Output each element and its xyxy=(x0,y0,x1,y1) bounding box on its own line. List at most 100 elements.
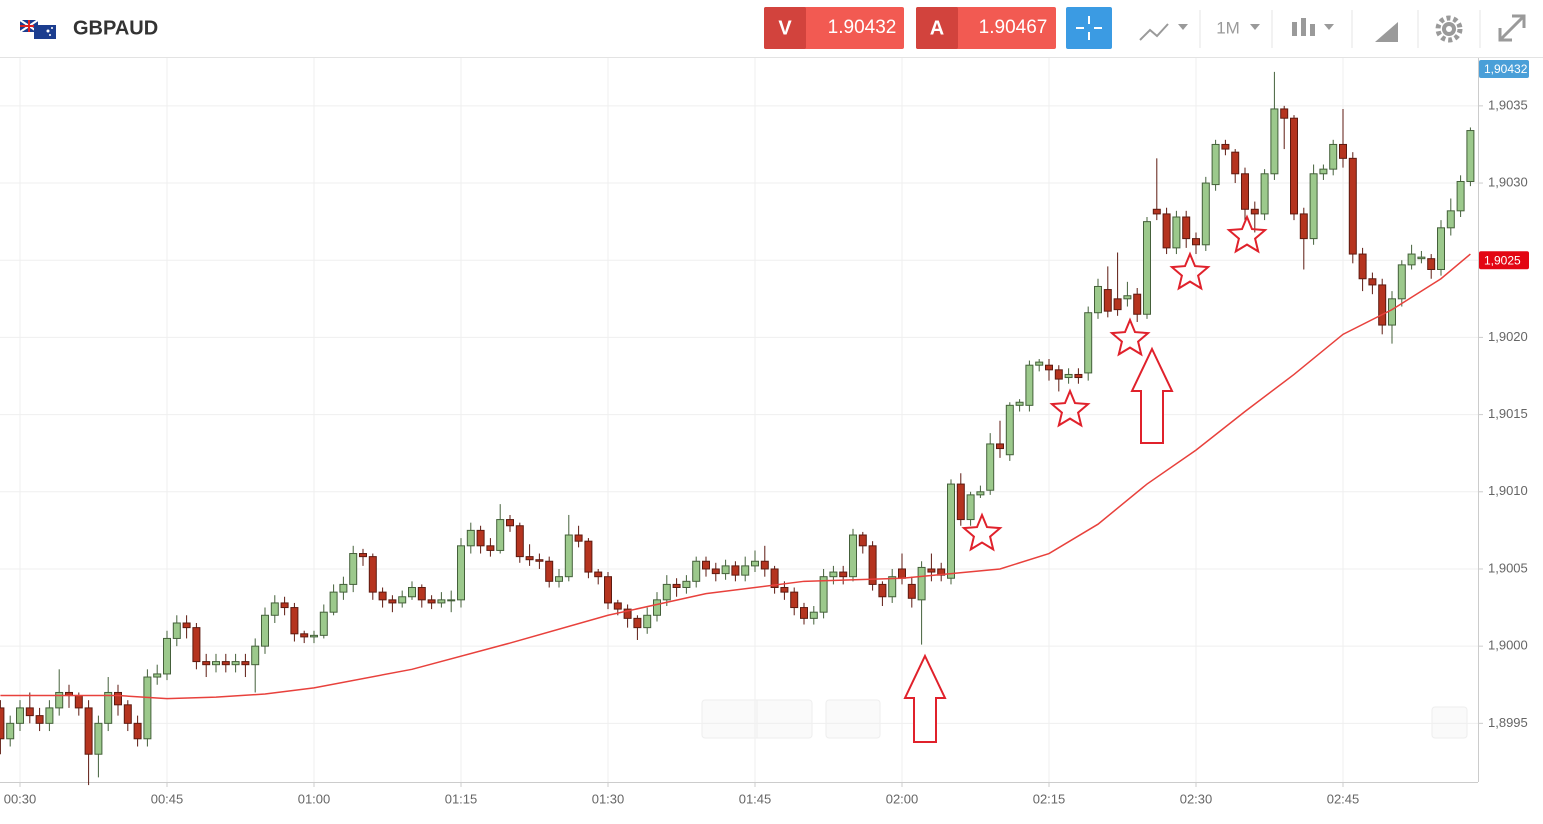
candle-body xyxy=(241,661,250,666)
candle-body xyxy=(221,661,230,666)
buy-label: A xyxy=(930,17,944,39)
sell-label: V xyxy=(778,17,792,39)
candle-body xyxy=(1231,151,1240,175)
header: GBPAUD V 1.90432 A 1.90467 xyxy=(0,0,1543,58)
candle-body xyxy=(398,596,407,604)
candle-body xyxy=(1417,256,1426,260)
drawing-icon[interactable] xyxy=(1375,22,1398,42)
candle-body xyxy=(604,576,612,604)
settings-icon[interactable] xyxy=(1435,15,1463,43)
candle-body xyxy=(45,707,54,724)
candle-body xyxy=(888,576,897,598)
y-tick-label: 1,9000 xyxy=(1488,638,1528,653)
candle-body xyxy=(359,553,367,558)
candle-body xyxy=(447,599,456,602)
candle-body xyxy=(1446,210,1455,229)
candle-body xyxy=(1250,208,1259,215)
candle-body xyxy=(1094,285,1102,314)
buy-button[interactable]: A 1.90467 xyxy=(916,7,1056,49)
buy-price: 1.90467 xyxy=(979,17,1048,38)
candle-body xyxy=(261,614,269,647)
candle-body xyxy=(182,622,191,629)
price-tag xyxy=(1479,251,1529,270)
candle-body xyxy=(555,576,563,582)
candle-body xyxy=(192,627,201,663)
candle-body xyxy=(1152,208,1161,215)
candle-body xyxy=(1329,143,1338,170)
candle-body xyxy=(84,707,93,755)
candle-body xyxy=(800,607,808,619)
candle-body xyxy=(623,608,632,619)
candle-body xyxy=(986,443,995,491)
arrow-annotation xyxy=(1130,346,1174,444)
candle-body xyxy=(35,715,44,724)
x-tick-label: 01:15 xyxy=(445,791,478,806)
candle-body xyxy=(143,676,152,740)
candle-body xyxy=(1221,143,1230,150)
candle-body xyxy=(1035,361,1044,366)
candle-body xyxy=(280,602,289,609)
annotations xyxy=(903,214,1268,743)
candle-body xyxy=(1309,173,1318,240)
candle-body xyxy=(878,583,887,598)
flag xyxy=(19,19,56,39)
chart-type-icon[interactable] xyxy=(1139,23,1169,41)
candle-body xyxy=(1192,238,1200,246)
candle-body xyxy=(486,545,495,551)
star-annotation xyxy=(1109,317,1151,357)
candle-body xyxy=(1388,298,1396,326)
candle-body xyxy=(1054,369,1063,380)
candle-body xyxy=(1025,364,1034,406)
candle-body xyxy=(1113,298,1122,311)
candle-body xyxy=(574,534,583,542)
moving-average-line xyxy=(0,253,1471,700)
timeframe[interactable]: 1M xyxy=(1216,18,1240,37)
candle-body xyxy=(996,443,1004,450)
candle-body xyxy=(153,673,162,678)
candle-body xyxy=(976,491,985,496)
fullscreen-icon[interactable] xyxy=(1498,14,1526,42)
candle-body xyxy=(1084,312,1093,374)
candle-body xyxy=(1211,143,1220,186)
candle-body xyxy=(1348,157,1357,255)
y-tick-label: 1,9030 xyxy=(1488,174,1528,189)
y-tick-label: 1,9035 xyxy=(1488,97,1528,112)
candle-body xyxy=(584,540,593,573)
candle-body xyxy=(25,707,34,717)
price-tag xyxy=(1479,60,1529,78)
candle-body xyxy=(917,566,926,601)
candle-body xyxy=(1407,253,1416,266)
x-tick-label: 02:30 xyxy=(1180,791,1213,806)
candle-body xyxy=(1133,293,1142,315)
candle-body xyxy=(466,529,475,547)
candle-body xyxy=(829,571,838,578)
star-annotation xyxy=(1226,214,1268,254)
y-tick-label: 1,9015 xyxy=(1488,406,1528,421)
candle-body xyxy=(858,534,867,547)
candle-body xyxy=(633,617,642,629)
toolbar xyxy=(1139,10,1526,48)
candle-body xyxy=(437,599,446,604)
x-tick-label: 01:30 xyxy=(592,791,625,806)
candle-body xyxy=(310,634,318,638)
candle-body xyxy=(408,586,416,598)
price-tag-label: 1,90432 xyxy=(1484,62,1528,76)
indicator-icon[interactable] xyxy=(1292,18,1334,36)
candle-body xyxy=(947,483,955,579)
symbol: GBPAUD xyxy=(73,17,158,39)
candle-body xyxy=(839,571,848,578)
candle-body xyxy=(1299,213,1308,240)
crosshair-button[interactable] xyxy=(1066,7,1112,49)
candle-body xyxy=(1427,258,1436,270)
candle-body xyxy=(702,560,710,570)
candle-body xyxy=(16,707,24,724)
candle-body xyxy=(74,695,83,709)
dropdown-arrow[interactable] xyxy=(1250,24,1260,30)
x-tick-label: 00:30 xyxy=(4,791,37,806)
candle-body xyxy=(751,560,759,567)
dropdown-arrow[interactable] xyxy=(1178,24,1188,30)
candle-body xyxy=(339,583,348,593)
candle-body xyxy=(643,614,652,629)
sell-button[interactable]: V 1.90432 xyxy=(764,7,904,49)
